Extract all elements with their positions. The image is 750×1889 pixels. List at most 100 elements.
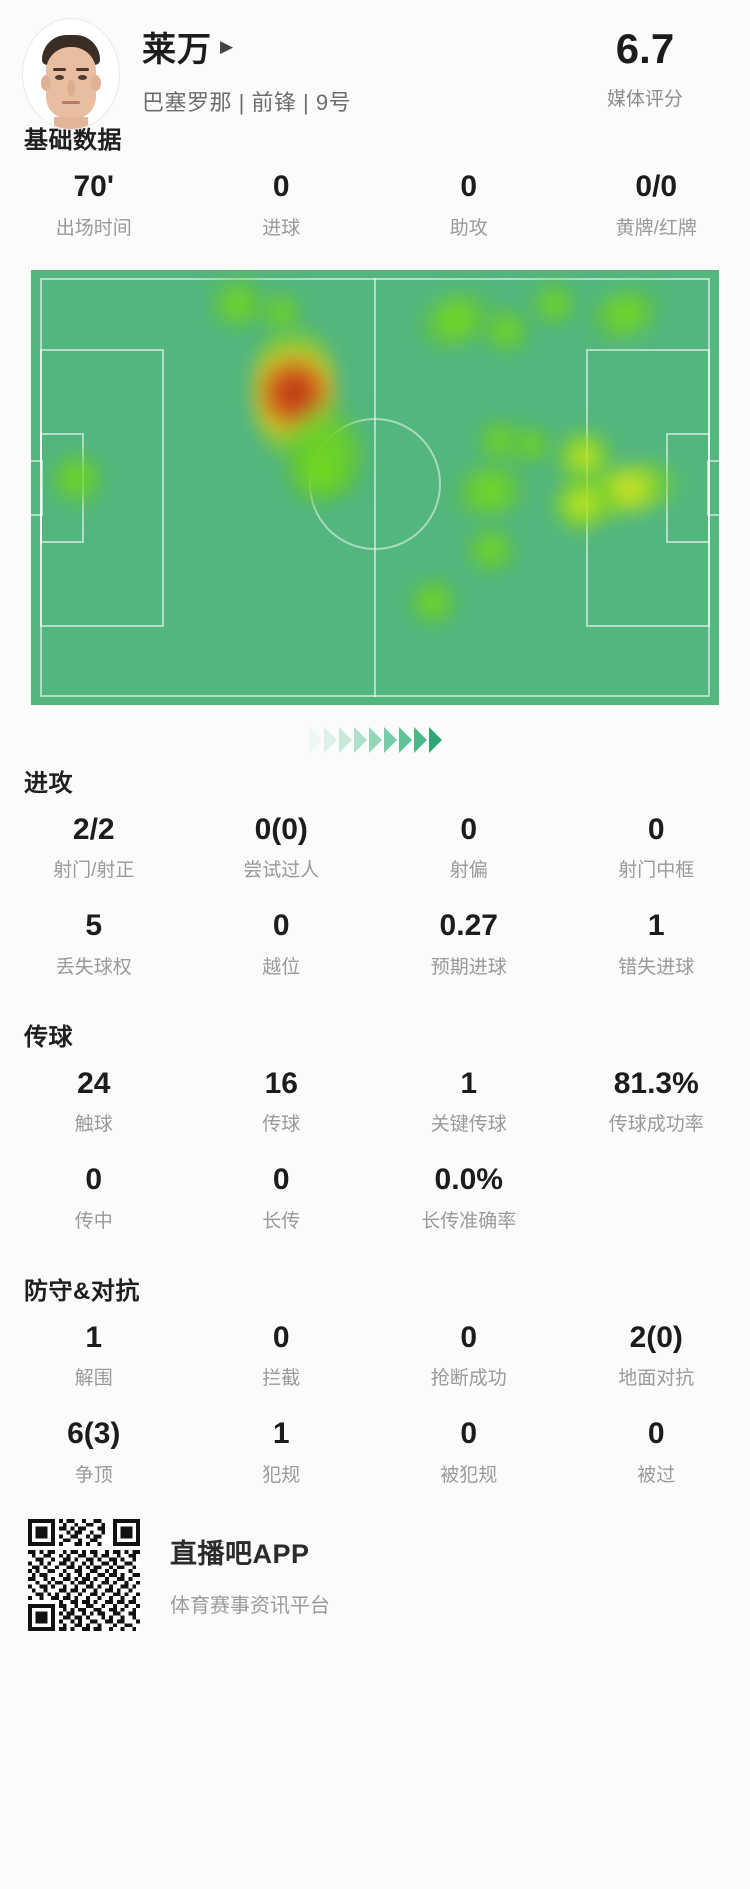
stat-cell: 0 越位 [188,894,376,991]
stat-cell: 0.0% 长传准确率 [375,1148,563,1245]
stat-row-passing-1: 24 触球 16 传球 1 关键传球 81.3% 传球成功率 [0,1052,750,1149]
stat-value: 0 [460,1320,478,1354]
stat-value: 0 [272,170,290,203]
stat-cell: 0 射偏 [375,798,563,895]
stat-value: 0 [85,1163,103,1196]
player-identity: 莱万 ▶ 巴塞罗那 | 前锋 | 9号 [120,14,570,117]
heat-blob [481,307,531,354]
stat-label: 解围 [74,1368,113,1389]
section-title-attack: 进攻 [24,769,73,797]
heat-blob [531,281,577,326]
heat-blob [465,525,517,574]
stat-cell: 0(0) 尝试过人 [188,798,376,895]
section-title-passing: 传球 [24,1023,73,1051]
heat-blob [281,437,361,504]
player-heatmap-pitch [31,269,719,705]
stat-label: 射偏 [449,860,488,881]
goal-left [31,459,43,516]
heat-blob [407,577,459,626]
stat-label: 拦截 [262,1368,301,1389]
avatar [22,18,120,130]
rating-label: 媒体评分 [606,89,683,110]
stat-cell: 5 丢失球权 [0,894,188,991]
stat-label: 长传 [262,1210,301,1232]
heat-blob [551,475,613,532]
section-title-basic: 基础数据 [24,127,122,154]
qr-code-icon[interactable] [28,1518,140,1631]
stat-value: 0/0 [635,170,678,203]
stat-cell: 70' 出场时间 [0,155,188,252]
stat-value: 0 [460,170,478,203]
play-caret-icon[interactable]: ▶ [220,37,235,56]
stat-value: 0 [647,1417,665,1450]
page-title: 莱万 [142,31,212,69]
stat-label: 触球 [74,1114,113,1135]
stat-label: 预期进球 [430,956,507,978]
stat-label: 射门/射正 [53,860,135,881]
stat-label: 助攻 [449,217,488,239]
stat-label: 传中 [74,1210,113,1232]
heat-blob [209,277,267,330]
stat-value: 0 [647,812,665,846]
stat-cell-empty [563,1148,750,1245]
stat-cell: 24 触球 [0,1052,188,1149]
chevron-right-icon [338,726,352,753]
player-name-row[interactable]: 莱万 ▶ [142,22,570,71]
stat-label: 丢失球权 [55,956,132,978]
chevron-right-icon [383,726,397,753]
stat-label: 长传准确率 [421,1210,517,1232]
player-header: 莱万 ▶ 巴塞罗那 | 前锋 | 9号 6.7 媒体评分 [0,0,750,130]
stat-value: 2(0) [629,1320,683,1354]
stat-cell: 0/0 黄牌/红牌 [563,155,750,252]
player-portrait-avatar-icon [34,35,108,129]
stat-cell: 2/2 射门/射正 [0,798,188,895]
stat-cell: 0 射门中框 [563,798,750,895]
stat-value: 0.27 [439,909,498,942]
stat-value: 0 [272,909,290,942]
chevron-right-icon [428,726,442,753]
stat-row-attack-1: 2/2 射门/射正 0(0) 尝试过人 0 射偏 0 射门中框 [0,798,750,895]
chevron-right-icon [308,726,322,753]
stat-cell: 1 错失进球 [563,894,750,991]
stat-cell: 0 进球 [188,155,376,252]
stat-cell: 2(0) 地面对抗 [563,1306,750,1403]
section-title-defense: 防守&对抗 [24,1277,140,1305]
stat-cell: 1 犯规 [188,1402,376,1499]
stat-label: 尝试过人 [243,860,320,881]
stat-value: 0 [272,1320,290,1354]
app-promo-text: 直播吧APP 体育赛事资讯平台 [140,1532,330,1618]
chevron-right-icon [368,726,382,753]
stat-label: 争顶 [74,1464,113,1486]
heat-blob [509,425,553,464]
stat-value: 6(3) [67,1417,121,1450]
stat-cell: 0 助攻 [375,155,563,252]
heat-blob [49,451,105,506]
stat-label: 犯规 [262,1464,301,1486]
stat-value: 0(0) [254,812,308,846]
stat-cell: 0 长传 [188,1148,376,1245]
stat-label: 黄牌/红牌 [615,217,697,239]
stat-label: 被过 [637,1464,676,1486]
stat-value: 0 [460,812,478,846]
heatmap-section [0,269,750,763]
stat-row-basic-1: 70' 出场时间 0 进球 0 助攻 0/0 黄牌/红牌 [0,155,750,252]
stat-row-attack-2: 5 丢失球权 0 越位 0.27 预期进球 1 错失进球 [0,894,750,991]
stat-label: 传球成功率 [608,1114,704,1135]
stat-label: 被犯规 [440,1464,498,1486]
stat-label: 抢断成功 [430,1368,507,1389]
stat-cell: 0 被过 [563,1402,750,1499]
stat-label: 地面对抗 [618,1368,695,1389]
heat-blob [259,291,303,332]
app-promo-footer: 直播吧APP 体育赛事资讯平台 [0,1499,750,1631]
stat-label: 错失进球 [618,956,695,978]
chevron-right-icon [353,726,367,753]
rating-value: 6.7 [615,25,675,72]
stat-cell: 0 抢断成功 [375,1306,563,1403]
stat-value: 0.0% [434,1163,503,1196]
stat-value: 24 [77,1066,111,1100]
stat-value: 5 [85,909,103,942]
stat-row-defense-1: 1 解围 0 拦截 0 抢断成功 2(0) 地面对抗 [0,1306,750,1403]
stat-cell: 16 传球 [188,1052,376,1149]
stat-cell: 0 被犯规 [375,1402,563,1499]
stat-label: 出场时间 [55,217,132,239]
